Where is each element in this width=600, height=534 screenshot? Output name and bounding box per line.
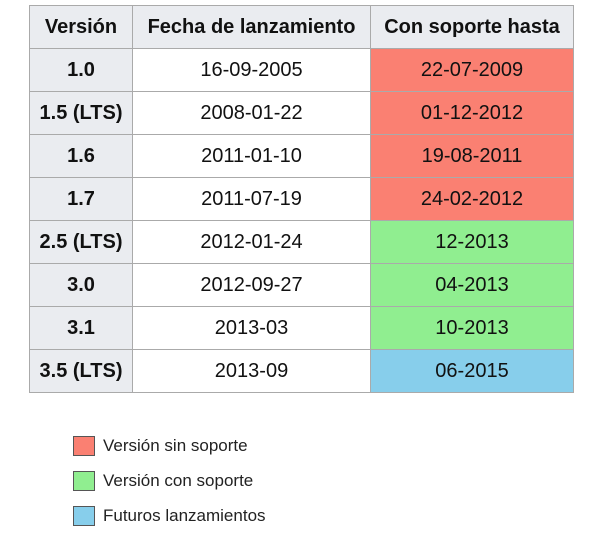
release-date-cell: 2008-01-22 (132, 91, 371, 135)
version-cell: 3.5 (LTS) (29, 349, 133, 393)
version-cell: 3.1 (29, 306, 133, 350)
support-until-cell: 12-2013 (370, 220, 574, 264)
support-until-cell: 24-02-2012 (370, 177, 574, 221)
column-header-support-until: Con soporte hasta (370, 5, 574, 49)
version-cell: 3.0 (29, 263, 133, 307)
legend: Versión sin soporte Versión con soporte … (73, 428, 266, 533)
version-cell: 1.5 (LTS) (29, 91, 133, 135)
table-body: 1.0 16-09-2005 22-07-2009 1.5 (LTS) 2008… (29, 48, 574, 393)
release-date-cell: 2013-03 (132, 306, 371, 350)
version-cell: 1.6 (29, 134, 133, 178)
release-date-cell: 2011-01-10 (132, 134, 371, 178)
table-row: 3.1 2013-03 10-2013 (29, 306, 574, 350)
version-cell: 1.7 (29, 177, 133, 221)
table-row: 1.0 16-09-2005 22-07-2009 (29, 48, 574, 92)
table-row: 3.0 2012-09-27 04-2013 (29, 263, 574, 307)
column-header-release-date: Fecha de lanzamiento (132, 5, 371, 49)
table-row: 1.6 2011-01-10 19-08-2011 (29, 134, 574, 178)
legend-label: Versión sin soporte (103, 435, 248, 455)
release-table: Versión Fecha de lanzamiento Con soporte… (29, 5, 574, 393)
legend-swatch-supported (73, 470, 95, 491)
legend-item-unsupported: Versión sin soporte (73, 428, 266, 463)
release-date-cell: 16-09-2005 (132, 48, 371, 92)
column-header-version: Versión (29, 5, 133, 49)
table-row: 1.7 2011-07-19 24-02-2012 (29, 177, 574, 221)
legend-label: Futuros lanzamientos (103, 505, 266, 525)
version-cell: 2.5 (LTS) (29, 220, 133, 264)
support-until-cell: 04-2013 (370, 263, 574, 307)
table-header-row: Versión Fecha de lanzamiento Con soporte… (29, 5, 574, 49)
release-date-cell: 2012-09-27 (132, 263, 371, 307)
legend-label: Versión con soporte (103, 470, 254, 490)
release-date-cell: 2012-01-24 (132, 220, 371, 264)
table-row: 2.5 (LTS) 2012-01-24 12-2013 (29, 220, 574, 264)
legend-swatch-unsupported (73, 435, 95, 456)
release-date-cell: 2011-07-19 (132, 177, 371, 221)
support-until-cell: 19-08-2011 (370, 134, 574, 178)
legend-item-supported: Versión con soporte (73, 463, 266, 498)
version-cell: 1.0 (29, 48, 133, 92)
support-until-cell: 01-12-2012 (370, 91, 574, 135)
support-until-cell: 10-2013 (370, 306, 574, 350)
table-row: 1.5 (LTS) 2008-01-22 01-12-2012 (29, 91, 574, 135)
legend-swatch-future (73, 505, 95, 526)
support-until-cell: 22-07-2009 (370, 48, 574, 92)
table-row: 3.5 (LTS) 2013-09 06-2015 (29, 349, 574, 393)
legend-item-future: Futuros lanzamientos (73, 498, 266, 533)
support-until-cell: 06-2015 (370, 349, 574, 393)
release-date-cell: 2013-09 (132, 349, 371, 393)
